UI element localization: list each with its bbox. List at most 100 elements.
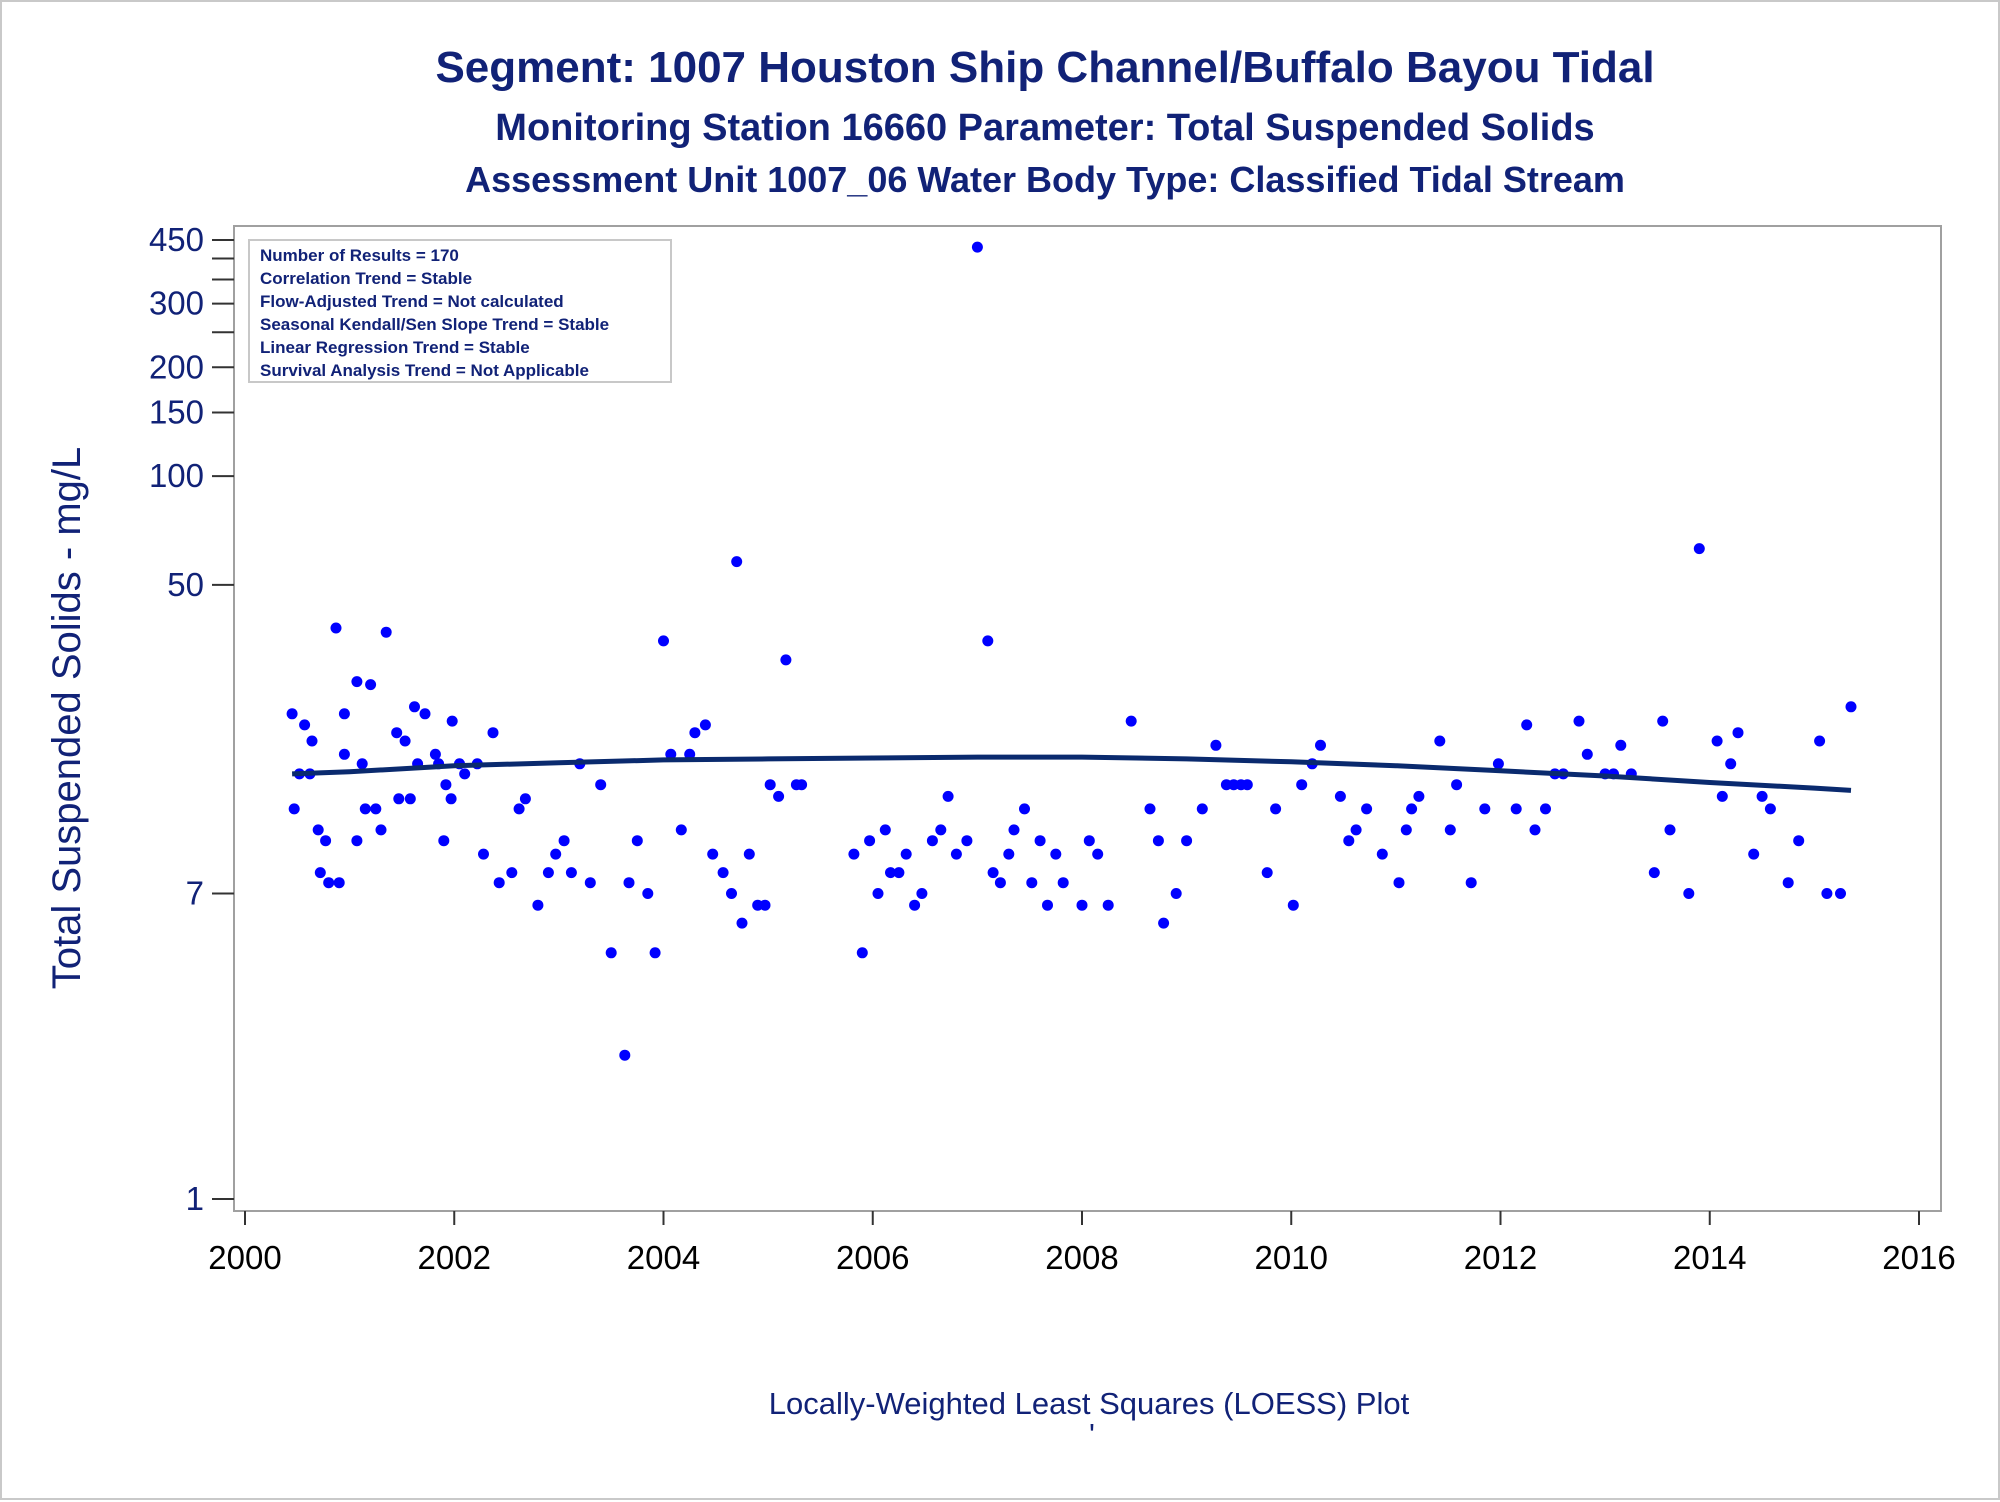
data-point-161 (1725, 758, 1737, 770)
data-point-64 (699, 719, 711, 731)
data-point-69 (736, 917, 748, 929)
x-tick-label-2002: 2002 (418, 1239, 491, 1276)
data-point-9 (320, 835, 332, 847)
y-tick-label-200: 200 (149, 348, 204, 385)
x-tick-label-2000: 2000 (208, 1239, 281, 1276)
data-point-41 (493, 877, 505, 889)
data-point-111 (1152, 835, 1164, 847)
data-point-54 (619, 1049, 631, 1061)
data-point-78 (848, 848, 860, 860)
x-axis: 2000 2002 2004 2006 2008 2010 2012 2014 2016 (208, 1211, 1956, 1276)
y-tick-label-50: 50 (167, 566, 204, 603)
data-point-81 (872, 888, 884, 899)
y-axis: 1 7 50 100 150 200 300 450 (149, 221, 234, 1217)
data-point-130 (1361, 803, 1373, 815)
data-point-167 (1793, 835, 1805, 847)
data-point-16 (351, 676, 363, 688)
data-point-46 (542, 867, 554, 879)
data-point-141 (1492, 758, 1504, 770)
data-point-131 (1376, 848, 1388, 860)
data-point-90 (942, 790, 954, 802)
data-point-77 (796, 779, 808, 791)
y-tick-label-300: 300 (149, 285, 204, 322)
data-point-73 (764, 779, 776, 791)
data-point-144 (1529, 824, 1541, 836)
data-point-12 (333, 877, 345, 889)
data-point-134 (1406, 803, 1418, 815)
data-point-105 (1076, 899, 1088, 911)
data-point-113 (1170, 888, 1182, 899)
x-tick-label-2014: 2014 (1673, 1239, 1746, 1276)
stat-seasonal-kendall-trend: Seasonal Kendall/Sen Slope Trend = Stabl… (260, 315, 609, 334)
data-point-32 (438, 835, 450, 847)
stats-box-border (248, 239, 672, 383)
loess-line (292, 754, 1852, 793)
stat-number-of-results: Number of Results = 170 (260, 246, 459, 265)
data-point-19 (365, 679, 377, 691)
data-point-52 (595, 779, 607, 791)
data-point-57 (642, 888, 654, 899)
data-point-85 (900, 848, 912, 860)
data-point-83 (885, 867, 896, 879)
data-point-66 (717, 867, 729, 879)
data-point-34 (445, 793, 457, 805)
data-point-42 (506, 867, 518, 879)
data-point-93 (971, 241, 983, 253)
data-point-156 (1664, 824, 1676, 836)
data-point-87 (916, 888, 928, 899)
data-point-165 (1764, 803, 1776, 815)
data-point-162 (1732, 727, 1744, 739)
data-point-148 (1573, 715, 1585, 727)
data-point-166 (1782, 877, 1794, 889)
data-point-159 (1711, 735, 1723, 747)
data-point-88 (926, 835, 938, 847)
footnote-mark: ' (1089, 1417, 1095, 1452)
x-tick-label-2010: 2010 (1255, 1239, 1328, 1276)
data-point-107 (1092, 848, 1104, 860)
data-point-116 (1210, 739, 1222, 751)
data-point-56 (631, 835, 643, 847)
data-point-92 (961, 835, 973, 847)
data-point-58 (649, 947, 661, 959)
data-point-1 (286, 708, 298, 720)
data-point-26 (404, 793, 416, 805)
data-point-170 (1835, 888, 1846, 899)
data-point-82 (879, 824, 891, 836)
y-tick-label-150: 150 (149, 393, 204, 430)
data-point-108 (1102, 899, 1114, 911)
data-point-136 (1434, 735, 1446, 747)
y-tick-label-450: 450 (149, 221, 204, 258)
data-point-20 (370, 803, 382, 815)
data-point-24 (393, 793, 405, 805)
data-point-25 (399, 735, 411, 747)
data-point-18 (359, 803, 371, 815)
data-point-35 (446, 715, 458, 727)
data-point-2 (288, 803, 300, 815)
data-point-138 (1451, 779, 1463, 791)
data-point-171 (1845, 701, 1857, 713)
data-point-63 (689, 727, 701, 739)
data-point-160 (1716, 790, 1728, 802)
data-point-124 (1296, 779, 1308, 791)
data-point-21 (375, 824, 387, 836)
data-point-45 (532, 899, 544, 911)
data-point-122 (1270, 803, 1282, 815)
x-tick-label-2012: 2012 (1464, 1239, 1537, 1276)
data-point-84 (893, 867, 905, 879)
data-point-142 (1510, 803, 1522, 815)
chart-subtitle-2: Assessment Unit 1007_06 Water Body Type:… (465, 159, 1625, 200)
data-point-86 (909, 899, 921, 911)
data-point-115 (1196, 803, 1208, 815)
data-point-62 (684, 748, 696, 760)
data-point-39 (478, 848, 489, 860)
data-point-47 (550, 848, 562, 860)
x-tick-label-2016: 2016 (1882, 1239, 1955, 1276)
data-point-154 (1648, 867, 1660, 879)
chart-subtitle: Monitoring Station 16660 Parameter: Tota… (495, 107, 1594, 149)
data-point-123 (1287, 899, 1299, 911)
data-point-157 (1683, 888, 1695, 899)
stat-linear-regression-trend: Linear Regression Trend = Stable (260, 338, 530, 357)
data-point-7 (312, 824, 324, 836)
data-point-79 (856, 947, 868, 959)
